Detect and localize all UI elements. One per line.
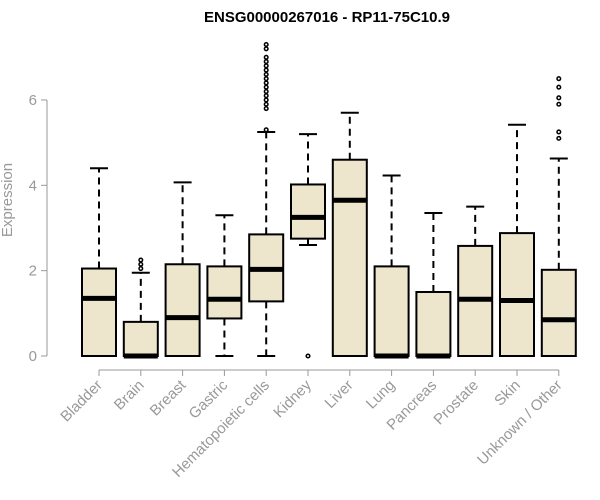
outlier-point xyxy=(305,353,311,359)
box-iqr xyxy=(206,265,243,320)
y-tick-label: 4 xyxy=(29,177,37,194)
box-skin xyxy=(499,123,535,357)
y-tick-label: 6 xyxy=(29,92,37,109)
outlier-point xyxy=(556,129,562,135)
y-axis: 0 2 4 6 xyxy=(29,92,48,365)
outlier-point xyxy=(263,54,269,60)
outlier-point xyxy=(263,41,269,48)
y-axis-label: Expression xyxy=(0,163,16,237)
chart-title: ENSG00000267016 - RP11-75C10.9 xyxy=(204,9,450,26)
box-pancreas xyxy=(415,212,452,359)
box-gastric xyxy=(206,214,243,357)
outlier-point xyxy=(556,84,562,90)
box-iqr xyxy=(81,267,117,357)
box-iqr xyxy=(415,290,452,357)
box-lung xyxy=(373,174,410,359)
outlier-point xyxy=(556,135,562,141)
box-iqr xyxy=(331,158,368,357)
box-iqr xyxy=(290,183,326,240)
box-iqr xyxy=(499,232,535,357)
box-iqr xyxy=(373,265,410,358)
box-iqr xyxy=(540,268,577,358)
outlier-point xyxy=(556,95,562,101)
box-breast xyxy=(164,181,201,357)
outlier-point xyxy=(138,257,144,263)
box-prostate xyxy=(457,205,494,358)
box-series xyxy=(81,41,577,359)
box-unknown-other xyxy=(540,76,577,358)
box-kidney xyxy=(290,133,326,359)
box-liver xyxy=(331,111,368,357)
outlier-point xyxy=(263,127,269,133)
y-tick-label: 0 xyxy=(29,348,37,365)
outlier-point xyxy=(556,101,562,107)
box-brain xyxy=(122,257,159,359)
box-hematopoietic-cells xyxy=(248,41,285,357)
y-tick-label: 2 xyxy=(29,263,37,280)
box-iqr xyxy=(122,320,159,358)
outlier-point xyxy=(556,76,562,82)
box-bladder xyxy=(81,167,117,357)
box-iqr xyxy=(164,263,201,357)
